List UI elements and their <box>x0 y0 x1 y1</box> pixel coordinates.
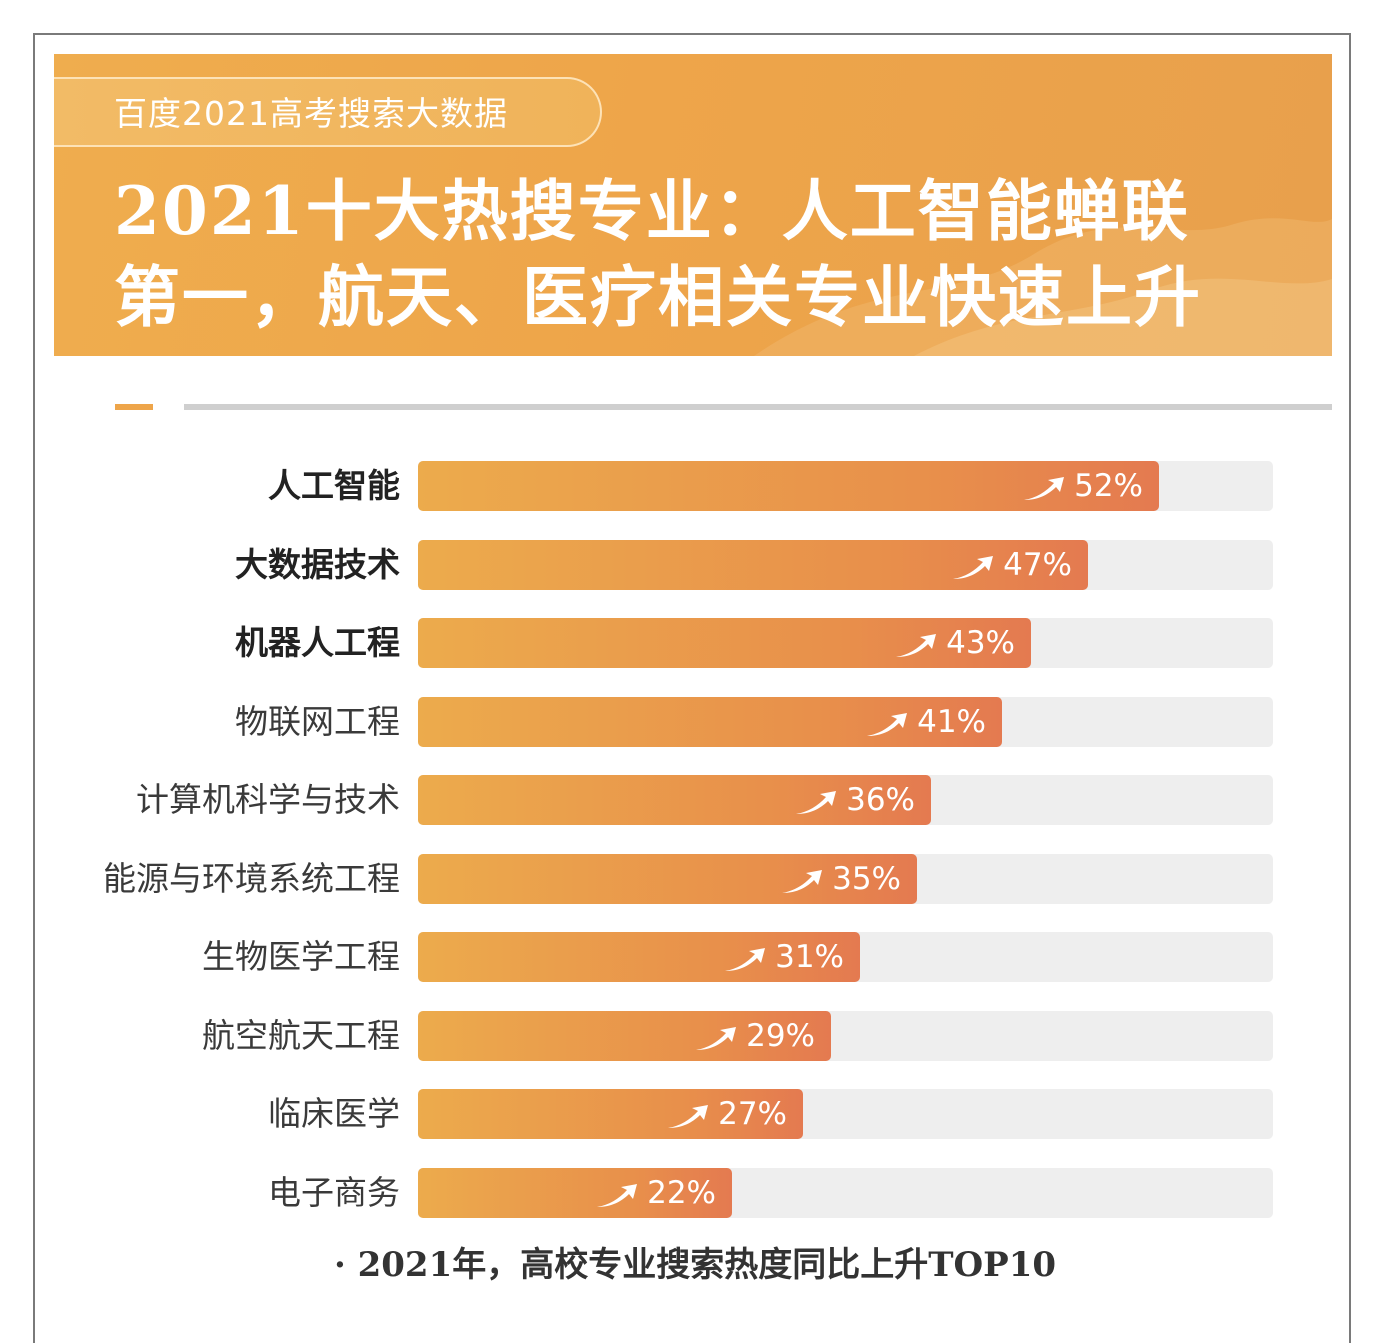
category-label: 能源与环境系统工程 <box>103 859 400 898</box>
bar <box>418 540 1088 590</box>
title-line-1: 2021十大热搜专业：人工智能蝉联 <box>114 172 1190 250</box>
bar <box>418 775 931 825</box>
bar-value-text: 22% <box>647 1175 716 1211</box>
section-divider <box>184 404 1332 410</box>
bar <box>418 1168 732 1218</box>
bar-value-label: 22% <box>418 1168 716 1218</box>
category-label: 航空航天工程 <box>202 1016 400 1055</box>
category-label: 物联网工程 <box>235 702 400 741</box>
page-title: 2021十大热搜专业：人工智能蝉联 第一，航天、医疗相关专业快速上升 <box>114 168 1314 340</box>
trend-up-arrow-icon <box>725 948 766 971</box>
chart-caption: · 2021年，高校专业搜索热度同比上升TOP10 <box>333 1245 1057 1285</box>
trend-up-arrow-icon <box>668 1105 709 1128</box>
bar-value-label: 27% <box>418 1089 787 1139</box>
trend-up-arrow-icon <box>896 634 937 657</box>
bar-value-text: 41% <box>917 704 986 740</box>
category-label: 人工智能 <box>268 466 400 505</box>
section-divider-accent <box>115 404 153 410</box>
trend-up-arrow-icon <box>953 556 994 579</box>
trend-up-arrow-icon <box>696 1027 737 1050</box>
trend-up-arrow-icon <box>1024 477 1065 500</box>
bar-value-text: 36% <box>846 782 915 818</box>
trend-up-arrow-icon <box>597 1184 638 1207</box>
bar-value-text: 35% <box>832 861 901 897</box>
bar <box>418 932 860 982</box>
trend-up-arrow-icon <box>782 870 823 893</box>
bar-value-text: 29% <box>746 1018 815 1054</box>
bar <box>418 1011 831 1061</box>
bar <box>418 461 1159 511</box>
bar <box>418 854 917 904</box>
category-label: 计算机科学与技术 <box>136 780 400 819</box>
bar-value-label: 52% <box>418 461 1143 511</box>
bar-value-label: 29% <box>418 1011 815 1061</box>
banner-wave-decoration <box>754 218 1332 356</box>
source-tag-label: 百度2021高考搜索大数据 <box>114 94 508 133</box>
bar-value-label: 35% <box>418 854 901 904</box>
category-label: 电子商务 <box>268 1173 400 1212</box>
bar <box>418 1089 803 1139</box>
bar-value-label: 31% <box>418 932 844 982</box>
source-tag: 百度2021高考搜索大数据 <box>54 77 602 147</box>
bar-value-text: 47% <box>1003 547 1072 583</box>
bar-value-text: 43% <box>946 625 1015 661</box>
bar-value-label: 43% <box>418 618 1015 668</box>
trend-up-arrow-icon <box>796 791 837 814</box>
bar-value-label: 36% <box>418 775 915 825</box>
category-label: 临床医学 <box>268 1094 400 1133</box>
bar-value-label: 41% <box>418 697 986 747</box>
bar-value-text: 52% <box>1074 468 1143 504</box>
trend-up-arrow-icon <box>867 713 908 736</box>
bar-value-label: 47% <box>418 540 1072 590</box>
title-line-2: 第一，航天、医疗相关专业快速上升 <box>114 258 1202 336</box>
bar-value-text: 27% <box>718 1096 787 1132</box>
bar-value-text: 31% <box>775 939 844 975</box>
category-label: 大数据技术 <box>235 545 400 584</box>
category-label: 生物医学工程 <box>202 937 400 976</box>
category-label: 机器人工程 <box>235 623 400 662</box>
